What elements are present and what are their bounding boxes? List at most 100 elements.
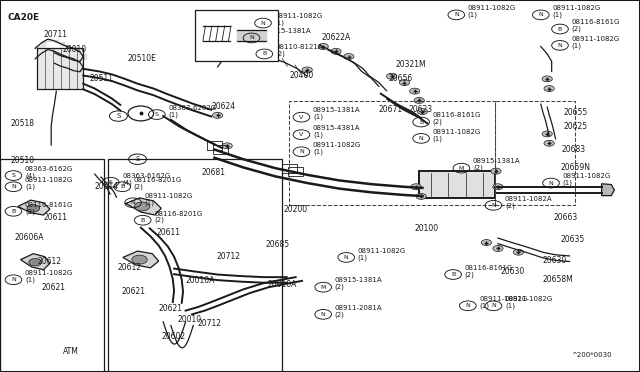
- Text: ATM: ATM: [63, 347, 79, 356]
- Circle shape: [410, 88, 420, 94]
- Text: S: S: [12, 173, 15, 178]
- Text: 20711: 20711: [44, 30, 68, 39]
- Text: 08911-1082G: 08911-1082G: [433, 129, 481, 135]
- Circle shape: [513, 249, 524, 255]
- Text: M: M: [459, 166, 464, 171]
- Text: (2): (2): [335, 311, 344, 318]
- Text: 20623: 20623: [408, 105, 433, 114]
- Text: (4): (4): [25, 172, 35, 179]
- Text: V: V: [300, 132, 303, 137]
- Text: N: N: [299, 149, 304, 154]
- Text: 20656: 20656: [388, 74, 413, 83]
- Text: 20510: 20510: [10, 156, 35, 165]
- Circle shape: [414, 97, 424, 103]
- Text: 20010: 20010: [63, 45, 87, 54]
- Text: 20658M: 20658M: [543, 275, 573, 283]
- Text: S: S: [155, 112, 159, 117]
- Text: 08915-1381A: 08915-1381A: [473, 158, 520, 164]
- Text: N: N: [465, 303, 470, 308]
- Text: (2): (2): [433, 119, 442, 125]
- Text: 20510E: 20510E: [128, 54, 157, 63]
- Text: 20518: 20518: [10, 119, 35, 128]
- Text: (1): (1): [433, 135, 443, 142]
- Text: 08110-8121A: 08110-8121A: [276, 44, 323, 50]
- Text: (1): (1): [468, 12, 478, 18]
- Circle shape: [302, 67, 312, 73]
- Text: (1): (1): [313, 148, 323, 155]
- Text: 20663: 20663: [554, 213, 578, 222]
- Text: (2): (2): [134, 183, 143, 190]
- Text: 20630: 20630: [500, 267, 525, 276]
- Bar: [195, 10, 278, 61]
- Text: (1): (1): [358, 254, 368, 261]
- Text: 08911-1082G: 08911-1082G: [552, 5, 600, 11]
- Text: V: V: [300, 115, 303, 120]
- Text: 08911-1082A: 08911-1082A: [505, 196, 552, 202]
- Circle shape: [29, 259, 42, 266]
- Bar: [288, 167, 303, 176]
- Text: 20010A: 20010A: [268, 280, 297, 289]
- Text: 08911-1082G: 08911-1082G: [563, 173, 611, 179]
- Text: 20635: 20635: [561, 235, 585, 244]
- Text: 08116-8201G: 08116-8201G: [134, 177, 182, 183]
- Text: M: M: [321, 285, 326, 290]
- Text: 20611: 20611: [44, 213, 68, 222]
- Text: 08363-6162G: 08363-6162G: [25, 166, 73, 172]
- Text: 08915-1381A: 08915-1381A: [263, 28, 310, 34]
- Text: (2): (2): [465, 271, 474, 278]
- Polygon shape: [37, 48, 83, 89]
- Circle shape: [132, 255, 147, 264]
- Text: 08915-1381A: 08915-1381A: [335, 278, 382, 283]
- Text: N: N: [260, 20, 266, 26]
- Text: 20659N: 20659N: [561, 163, 591, 172]
- Bar: [495, 101, 575, 205]
- Circle shape: [491, 168, 501, 174]
- Text: 08116-8161G: 08116-8161G: [572, 19, 620, 25]
- Text: 20681: 20681: [202, 168, 226, 177]
- Text: 08911-1082G: 08911-1082G: [25, 177, 73, 183]
- Text: (2): (2): [276, 51, 285, 57]
- Text: 08911-1082G: 08911-1082G: [505, 296, 553, 302]
- Text: 20621: 20621: [122, 287, 146, 296]
- Circle shape: [212, 112, 223, 118]
- Text: N: N: [131, 200, 136, 205]
- Text: (2): (2): [505, 202, 515, 209]
- Text: 08116-8161G: 08116-8161G: [25, 202, 74, 208]
- Circle shape: [542, 131, 552, 137]
- Text: 08116-8161G: 08116-8161G: [433, 112, 481, 118]
- Bar: [289, 101, 495, 205]
- Bar: [0, 159, 104, 372]
- Text: S: S: [109, 180, 113, 185]
- Text: 20621: 20621: [159, 304, 183, 313]
- Text: 20010: 20010: [178, 315, 202, 324]
- Text: (1): (1): [552, 12, 563, 18]
- Text: 08911-1082G: 08911-1082G: [572, 36, 620, 42]
- Text: 20621: 20621: [42, 283, 65, 292]
- Circle shape: [542, 76, 552, 82]
- Text: B: B: [262, 51, 266, 57]
- Text: 08915-1381A: 08915-1381A: [313, 108, 360, 113]
- Text: (2): (2): [154, 217, 164, 224]
- Bar: [207, 141, 222, 150]
- Text: 20010Z: 20010Z: [216, 16, 246, 25]
- Text: 20511: 20511: [90, 74, 114, 83]
- Text: N: N: [491, 303, 496, 308]
- Bar: [108, 159, 282, 372]
- Text: N: N: [11, 184, 16, 189]
- Text: 08911-1082G: 08911-1082G: [145, 193, 193, 199]
- Text: 20685: 20685: [266, 240, 290, 249]
- Polygon shape: [125, 198, 161, 215]
- Text: 20671: 20671: [379, 105, 403, 114]
- Circle shape: [244, 45, 255, 51]
- Text: 08363-6162G: 08363-6162G: [122, 173, 170, 179]
- Text: 20683: 20683: [562, 145, 586, 154]
- Polygon shape: [237, 30, 266, 41]
- Text: (2): (2): [473, 165, 483, 171]
- Text: 20612: 20612: [37, 257, 61, 266]
- Circle shape: [399, 80, 410, 86]
- Text: 08911-1082G: 08911-1082G: [313, 142, 361, 148]
- Text: 20514: 20514: [95, 182, 119, 191]
- Text: 08116-8161G: 08116-8161G: [465, 265, 513, 271]
- Text: (1): (1): [168, 111, 179, 118]
- Text: S: S: [136, 156, 140, 162]
